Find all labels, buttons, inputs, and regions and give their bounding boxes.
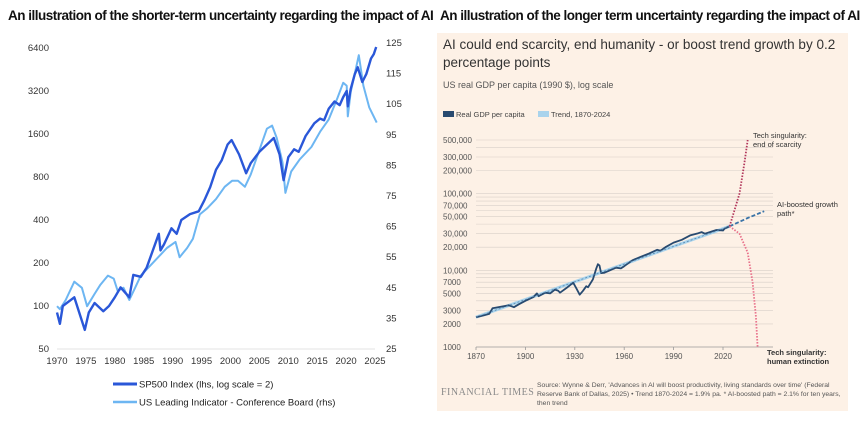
sp500-leading-indicator-chart: 1970 1975 1980 1985 1990 1995 2000 2005 2010 2015…: [28, 38, 402, 409]
x-tick-label: 2000: [220, 356, 241, 367]
series-line-sp500: [55, 46, 378, 332]
source-note: Source: Wynne & Derr, 'Advances in AI wi…: [537, 382, 841, 407]
y-left-tick-label: 50: [38, 344, 49, 355]
y-tick-label: 3000: [443, 306, 461, 315]
x-tick-label: 1870: [467, 352, 485, 361]
x-tick-label: 1970: [46, 356, 67, 367]
trend-dash: [475, 225, 730, 318]
x-tick-label: 1985: [133, 356, 154, 367]
y-right-tick-label: 115: [386, 69, 401, 80]
y-tick-label: 300,000: [443, 153, 472, 162]
x-tick-label: 2025: [364, 356, 385, 367]
y-tick-label: 20,000: [443, 243, 468, 252]
annotation-label: human extinction: [767, 357, 830, 366]
legend-swatch: [443, 111, 454, 117]
y-tick-label: 2000: [443, 320, 461, 329]
x-tick-label: 1990: [162, 356, 183, 367]
y-tick-label: 5000: [443, 289, 461, 298]
y-right-tick-label: 25: [386, 344, 397, 355]
annotation-label: path*: [777, 209, 795, 218]
y-right-tick-label: 125: [386, 38, 402, 49]
x-tick-label: 1900: [517, 352, 535, 361]
annotation-label: end of scarcity: [753, 140, 802, 149]
x-tick-label: 2020: [336, 356, 357, 367]
ai-boosted-path: [729, 210, 765, 228]
y-right-tick-label: 35: [386, 313, 397, 324]
series-line-leading-indicator: [56, 54, 378, 311]
singularity-extinction-path: [729, 225, 759, 348]
legend-label: Real GDP per capita: [456, 110, 525, 119]
ft-chart-panel: AI could end scarcity, end humanity - or…: [437, 33, 848, 411]
annotation-label: AI-boosted growth: [777, 200, 838, 209]
y-left-tick-label: 200: [33, 258, 49, 269]
y-left-tick-label: 1600: [28, 129, 49, 140]
x-tick-label: 1995: [191, 356, 212, 367]
ft-chart-subtitle: US real GDP per capita (1990 $), log sca…: [443, 80, 614, 90]
y-tick-label: 1000: [443, 343, 461, 352]
annotation-label: Tech singularity:: [767, 348, 826, 357]
x-tick-label: 1975: [75, 356, 96, 367]
y-tick-label: 50,000: [443, 213, 468, 222]
x-tick-label: 1930: [566, 352, 584, 361]
ft-chart-headline: AI could end scarcity, end humanity - or…: [443, 37, 836, 70]
y-right-tick-label: 95: [386, 130, 397, 141]
legend-label: US Leading Indicator - Conference Board …: [139, 398, 335, 409]
y-tick-label: 7000: [443, 278, 461, 287]
y-left-tick-label: 100: [33, 301, 49, 312]
y-tick-label: 70,000: [443, 201, 468, 210]
gdp-line: [475, 225, 730, 319]
annotation-label: Tech singularity:: [753, 131, 807, 140]
x-tick-label: 2010: [278, 356, 299, 367]
x-tick-label: 2020: [714, 352, 732, 361]
y-tick-label: 200,000: [443, 167, 472, 176]
y-left-tick-label: 6400: [28, 43, 49, 54]
legend-swatch: [538, 111, 549, 117]
x-tick-label: 1990: [665, 352, 683, 361]
x-tick-label: 2005: [249, 356, 270, 367]
y-right-tick-label: 65: [386, 222, 397, 233]
legend-label: Trend, 1870-2024: [551, 110, 610, 119]
y-left-tick-label: 3200: [28, 86, 49, 97]
legend-label: SP500 Index (lhs, log scale = 2): [139, 380, 273, 391]
x-tick-label: 1960: [615, 352, 633, 361]
y-right-tick-label: 55: [386, 252, 397, 263]
y-right-tick-label: 75: [386, 191, 397, 202]
y-right-tick-label: 45: [386, 283, 397, 294]
y-right-tick-label: 105: [386, 99, 402, 110]
y-tick-label: 10,000: [443, 266, 468, 275]
y-right-tick-label: 85: [386, 160, 397, 171]
left-chart-title: An illustration of the shorter-term unce…: [8, 8, 434, 23]
y-left-tick-label: 800: [33, 172, 49, 183]
gdp-chart: Real GDP per capita Trend, 1870-2024 500,0…: [443, 110, 838, 366]
y-tick-label: 500,000: [443, 136, 472, 145]
right-chart-title: An illustration of the longer term uncer…: [440, 8, 860, 23]
x-tick-label: 2015: [307, 356, 328, 367]
y-left-tick-label: 400: [33, 215, 49, 226]
y-tick-label: 30,000: [443, 230, 468, 239]
y-tick-label: 100,000: [443, 190, 472, 199]
ft-logo: FINANCIAL TIMES: [441, 387, 535, 398]
x-tick-label: 1980: [104, 356, 125, 367]
singularity-scarcity-path: [728, 139, 749, 227]
